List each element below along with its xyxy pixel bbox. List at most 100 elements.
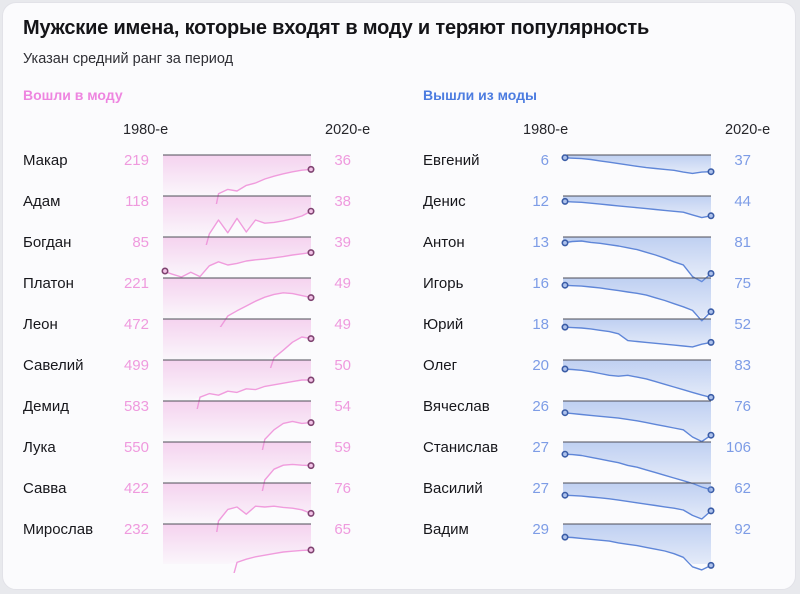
name-label: Антон: [423, 234, 465, 251]
end-value: 75: [734, 275, 751, 292]
end-value: 81: [734, 234, 751, 251]
name-label: Адам: [23, 193, 61, 210]
end-value: 36: [334, 152, 351, 169]
end-marker: [707, 431, 715, 439]
start-value: 12: [532, 193, 549, 210]
start-value: 118: [125, 193, 149, 210]
sparkline: [163, 195, 315, 245]
start-marker: [561, 281, 569, 289]
name-label: Платон: [23, 275, 74, 292]
name-label: Денис: [423, 193, 466, 210]
name-label: Богдан: [23, 234, 72, 251]
end-marker: [707, 168, 715, 176]
end-value: 54: [334, 398, 351, 415]
end-value: 50: [334, 357, 351, 374]
start-value: 422: [123, 480, 149, 497]
sparkline: [163, 359, 315, 409]
start-value: 85: [132, 234, 149, 251]
start-value: 16: [532, 275, 549, 292]
sparkline: [561, 523, 715, 571]
end-marker: [707, 338, 715, 346]
end-marker: [307, 509, 315, 517]
period-end-label: 2020-е: [725, 122, 771, 138]
start-value: 550: [123, 439, 149, 456]
end-value: 44: [734, 193, 751, 210]
sparkline: [163, 441, 315, 491]
end-marker: [707, 308, 715, 316]
start-marker: [561, 491, 569, 499]
start-value: 13: [532, 234, 549, 251]
start-value: 583: [123, 398, 149, 415]
start-marker: [561, 409, 569, 417]
sparkline: [561, 236, 715, 283]
name-label: Демид: [23, 398, 69, 415]
name-label: Евгений: [423, 152, 480, 169]
start-value: 221: [123, 275, 149, 292]
sparkline: [163, 277, 315, 327]
end-marker: [307, 546, 315, 554]
sparkline: [161, 236, 315, 278]
group-label-in: Вошли в моду: [23, 87, 123, 103]
end-value: 92: [734, 521, 751, 538]
end-marker: [707, 393, 715, 401]
sparkline: [561, 195, 715, 220]
start-value: 20: [532, 357, 549, 374]
end-value: 83: [734, 357, 751, 374]
end-value: 59: [334, 439, 351, 456]
sparkline: [561, 482, 715, 520]
name-label: Вадим: [423, 521, 469, 538]
start-marker: [161, 267, 169, 275]
sparkline: [163, 400, 315, 450]
end-value: 62: [734, 480, 751, 497]
end-value: 39: [334, 234, 351, 251]
end-marker: [307, 207, 315, 215]
sparkline: [561, 154, 715, 176]
start-value: 29: [532, 521, 549, 538]
name-label: Леон: [23, 316, 58, 333]
sparkline: [163, 318, 315, 368]
end-value: 65: [334, 521, 351, 538]
end-marker: [307, 419, 315, 427]
start-value: 26: [532, 398, 549, 415]
name-label: Станислав: [423, 439, 499, 456]
end-marker: [307, 335, 315, 343]
end-marker: [707, 212, 715, 220]
end-marker: [307, 376, 315, 384]
name-label: Вячеслав: [423, 398, 490, 415]
start-value: 472: [123, 316, 149, 333]
start-marker: [561, 154, 569, 162]
start-value: 18: [532, 316, 549, 333]
name-label: Савелий: [23, 357, 84, 374]
sparkline: [561, 441, 715, 494]
name-label: Игорь: [423, 275, 464, 292]
name-label: Юрий: [423, 316, 464, 333]
sparkline: [561, 400, 715, 443]
start-value: 27: [532, 480, 549, 497]
sparkline: [163, 482, 315, 532]
end-marker: [307, 165, 315, 173]
end-marker: [307, 294, 315, 302]
name-label: Олег: [423, 357, 458, 374]
start-marker: [561, 450, 569, 458]
start-value: 27: [532, 439, 549, 456]
start-value: 6: [540, 152, 549, 169]
period-start-label: 1980-е: [523, 122, 569, 138]
start-value: 219: [123, 152, 149, 169]
period-start-label: 1980-е: [123, 122, 169, 138]
end-marker: [707, 507, 715, 515]
end-value: 49: [334, 275, 351, 292]
end-marker: [307, 462, 315, 470]
sparkline: [163, 523, 315, 573]
name-label: Мирослав: [23, 521, 94, 538]
start-marker: [561, 365, 569, 373]
start-marker: [561, 533, 569, 541]
sparkline: [561, 318, 715, 348]
end-value: 52: [734, 316, 751, 333]
start-value: 232: [123, 521, 149, 538]
end-value: 49: [334, 316, 351, 333]
start-value: 499: [123, 357, 149, 374]
name-label: Савва: [23, 480, 67, 497]
start-marker: [561, 197, 569, 205]
sparkline: [561, 359, 715, 401]
start-marker: [561, 323, 569, 331]
